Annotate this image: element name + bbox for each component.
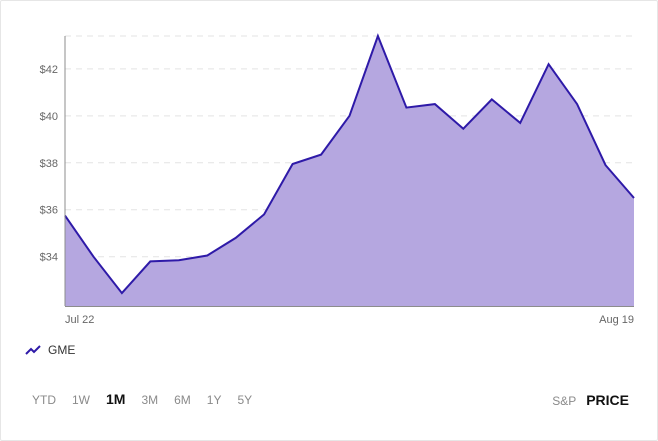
time-range-selector: YTD 1W 1M 3M 6M 1Y 5Y xyxy=(32,391,268,407)
legend-label-gme: GME xyxy=(48,343,76,357)
line-chart-icon xyxy=(25,345,41,355)
chart-mode-selector: S&P PRICE xyxy=(542,392,629,408)
range-button-6m[interactable]: 6M xyxy=(174,393,191,407)
series-area-gme xyxy=(65,36,634,306)
range-button-1m[interactable]: 1M xyxy=(106,391,126,407)
y-tick-label: $40 xyxy=(40,111,58,123)
y-tick-label: $42 xyxy=(40,64,58,76)
range-button-1w[interactable]: 1W xyxy=(72,393,90,407)
series-line-gme xyxy=(64,33,635,295)
axes xyxy=(64,36,634,307)
price-area xyxy=(64,33,635,306)
range-button-ytd[interactable]: YTD xyxy=(32,393,56,407)
y-tick-labels: $34 $36 $38 $40 $42 xyxy=(40,64,58,264)
x-tick-label: Jul 22 xyxy=(65,314,94,326)
range-button-3m[interactable]: 3M xyxy=(141,393,159,407)
x-tick-label: Aug 19 xyxy=(599,314,634,326)
price-chart: $34 $36 $38 $40 $42 Jul 22 Aug 19 xyxy=(40,33,635,326)
x-tick-labels: Jul 22 Aug 19 xyxy=(65,314,634,326)
y-tick-label: $36 xyxy=(40,205,58,217)
price-mode-button[interactable]: PRICE xyxy=(586,392,629,408)
chart-legend: GME xyxy=(25,343,75,357)
range-button-1y[interactable]: 1Y xyxy=(206,393,222,407)
sp-comparison-button[interactable]: S&P xyxy=(552,394,577,408)
y-tick-label: $34 xyxy=(40,252,58,264)
range-button-5y[interactable]: 5Y xyxy=(237,393,253,407)
y-tick-label: $38 xyxy=(40,158,58,170)
